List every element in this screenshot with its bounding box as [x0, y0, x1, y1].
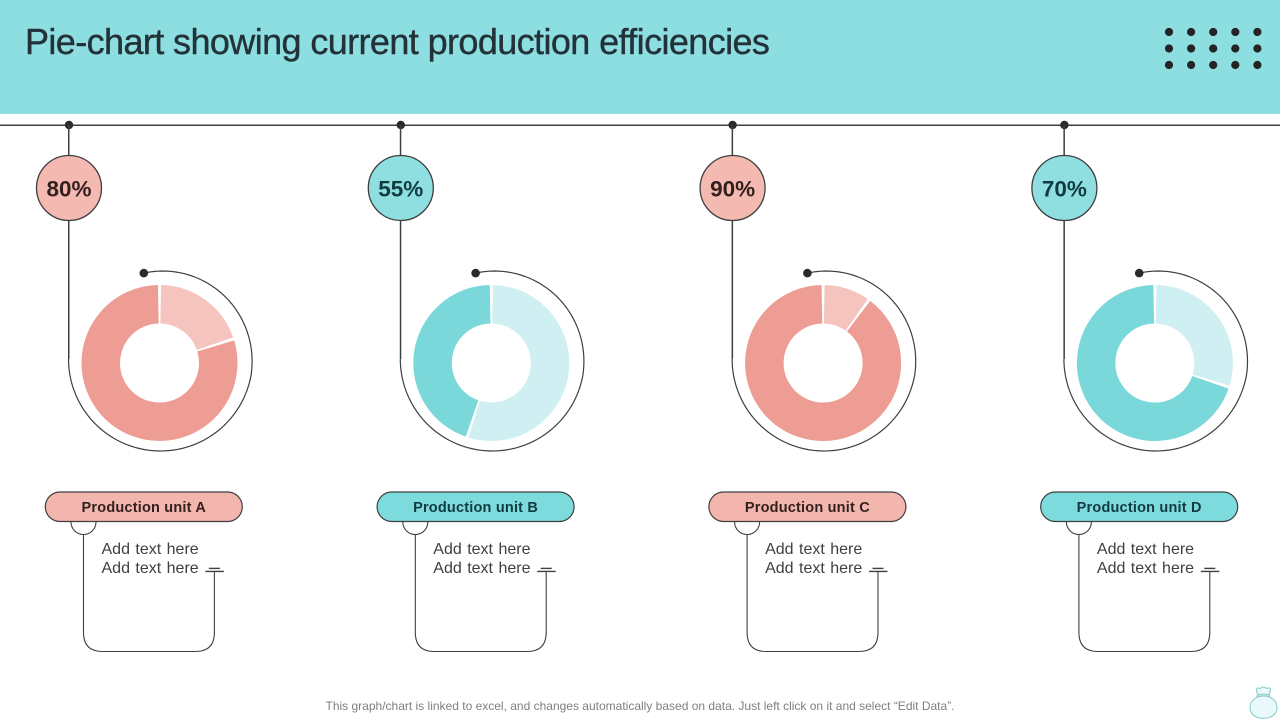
svg-text:Production unit A: Production unit A — [82, 500, 207, 516]
svg-text:Production unit D: Production unit D — [1077, 500, 1202, 516]
svg-text:Production unit B: Production unit B — [413, 500, 538, 516]
svg-text:90%: 90% — [710, 177, 755, 202]
svg-text:70%: 70% — [1042, 177, 1087, 202]
svg-text:Production unit C: Production unit C — [745, 500, 870, 516]
svg-text:55%: 55% — [378, 177, 423, 202]
svg-text:80%: 80% — [46, 177, 91, 202]
